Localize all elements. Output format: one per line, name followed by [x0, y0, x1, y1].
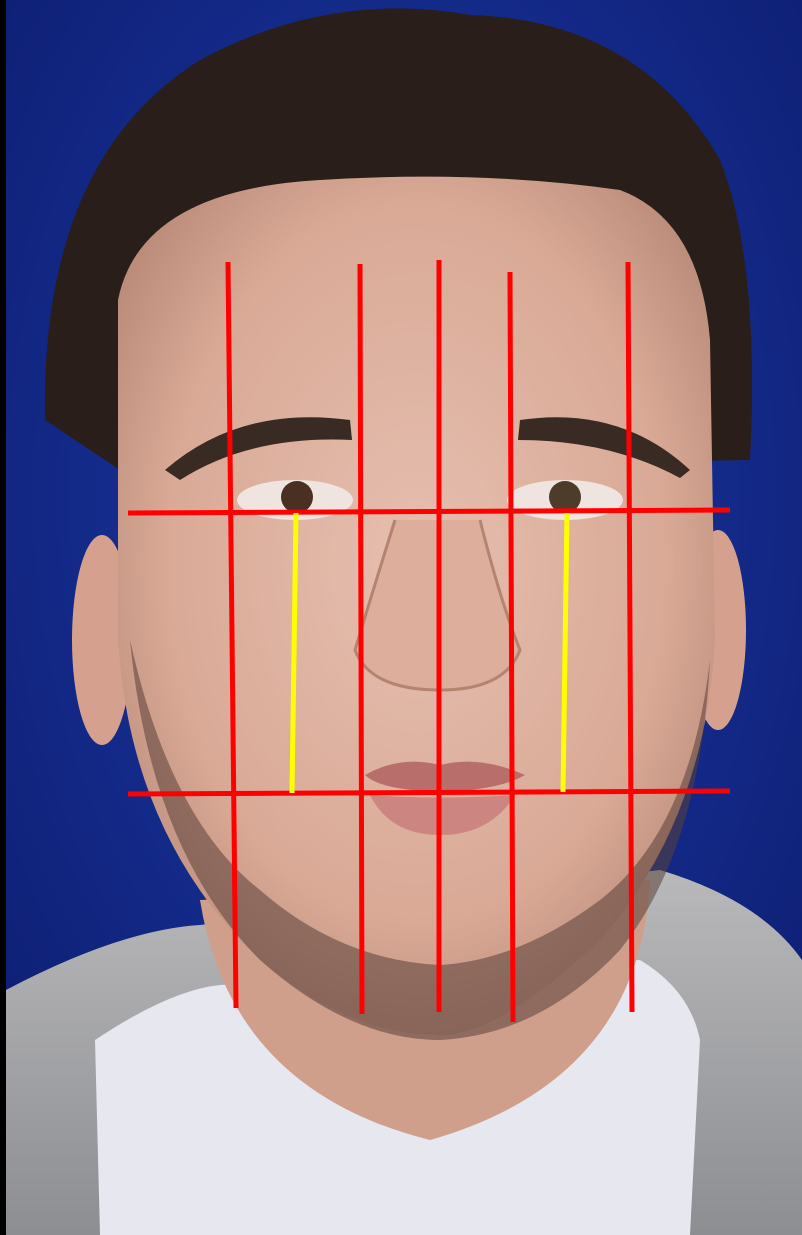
guide-line	[510, 272, 513, 1022]
left-iris	[281, 481, 313, 513]
photo	[0, 0, 802, 1235]
guide-line	[360, 264, 362, 1014]
page	[0, 0, 802, 1235]
right-iris	[549, 481, 581, 513]
guide-line	[128, 791, 730, 794]
guide-line	[128, 510, 730, 513]
